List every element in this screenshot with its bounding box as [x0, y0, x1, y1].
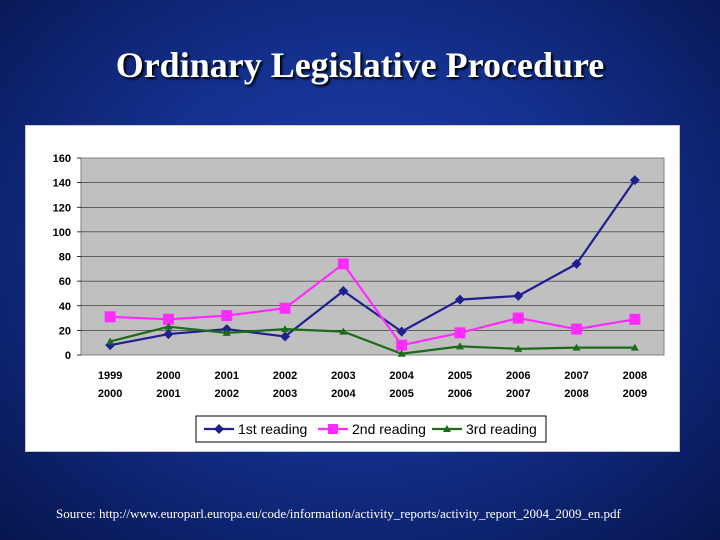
data-point-s0-1 [163, 329, 174, 340]
xtick-label-line2: 2005 [389, 388, 413, 400]
ytick-label-160: 160 [53, 153, 71, 165]
data-point-s1-1 [162, 313, 174, 325]
xtick-label-line2: 2006 [448, 388, 472, 400]
data-point-s0-6 [454, 294, 465, 305]
legend-box [195, 415, 547, 443]
xtick-label-line2: 2007 [506, 388, 530, 400]
data-point-s0-3 [280, 331, 291, 342]
series-line-1 [110, 262, 636, 347]
xtick-label-line2: 2002 [215, 388, 239, 400]
ytick-label-40: 40 [59, 301, 71, 313]
data-point-s2-4 [339, 327, 348, 335]
xtick-label-line2: 2009 [623, 388, 647, 400]
data-point-s0-9 [629, 175, 640, 186]
source-citation: Source: http://www.europarl.europa.eu/co… [56, 506, 621, 521]
ytick-label-0: 0 [65, 350, 71, 362]
ytick-label-120: 120 [53, 202, 71, 214]
xtick-label-3: 2002 2003 [273, 370, 297, 400]
data-point-s1-2 [221, 310, 233, 322]
data-point-s1-4 [337, 258, 349, 270]
data-point-s1-5 [396, 339, 408, 351]
xtick-label-line2: 2003 [273, 388, 297, 400]
xtick-label-line1: 2006 [506, 370, 530, 382]
data-point-s1-3 [279, 302, 291, 314]
data-point-s2-9 [630, 343, 639, 351]
legend-label-1: 2nd reading [352, 421, 426, 437]
slide-title: Ordinary Legislative Procedure [115, 45, 605, 85]
data-point-s0-4 [338, 285, 349, 296]
xtick-label-7: 2006 2007 [506, 370, 530, 400]
ytick-label-140: 140 [53, 178, 71, 190]
xtick-label-line1: 2004 [389, 370, 414, 382]
xtick-label-line2: 2008 [564, 388, 588, 400]
series-line-0 [109, 179, 636, 347]
xtick-label-line1: 2002 [273, 370, 297, 382]
xtick-label-9: 2008 2009 [623, 370, 647, 400]
data-point-s2-6 [455, 342, 464, 350]
data-point-s2-0 [106, 337, 115, 345]
xtick-label-line2: 2000 [98, 388, 122, 400]
data-point-s2-5 [397, 349, 406, 357]
data-point-s1-8 [571, 323, 583, 335]
legend-marker-0 [214, 424, 224, 434]
xtick-label-line1: 2005 [448, 370, 472, 382]
xtick-label-line1: 2003 [331, 370, 355, 382]
xtick-label-8: 2007 2008 [564, 370, 588, 400]
xtick-label-line1: 2000 [156, 370, 180, 382]
xtick-label-2: 2001 2002 [215, 370, 239, 400]
ytick-label-80: 80 [59, 252, 71, 264]
data-point-s2-1 [164, 322, 173, 330]
data-point-s1-9 [629, 313, 641, 325]
ytick-label-100: 100 [53, 227, 71, 239]
xtick-label-line2: 2004 [331, 388, 356, 400]
ytick-label-60: 60 [59, 276, 71, 288]
legend-label-0: 1st reading [238, 421, 307, 437]
chart-panel: 0 20 40 60 80 100 120 140 160 1999 2000 2000 2001 20… [25, 125, 680, 452]
data-point-s2-3 [281, 325, 290, 333]
ytick-label-20: 20 [59, 325, 71, 337]
series-line-2 [109, 325, 635, 355]
legend-marker-1 [328, 424, 338, 434]
xtick-label-5: 2004 2005 [389, 370, 414, 400]
data-point-s2-8 [572, 343, 581, 351]
data-point-s1-6 [454, 327, 466, 339]
xtick-label-line1: 1999 [98, 370, 122, 382]
xtick-label-line1: 2001 [215, 370, 239, 382]
legend-marker-2 [443, 425, 451, 432]
xtick-label-line1: 2007 [564, 370, 588, 382]
data-point-s0-7 [513, 290, 524, 301]
xtick-label-6: 2005 2006 [448, 370, 472, 400]
data-point-s1-0 [104, 311, 116, 323]
data-point-s1-7 [512, 312, 524, 324]
xtick-label-line1: 2008 [623, 370, 647, 382]
data-point-s0-8 [571, 258, 582, 269]
xtick-label-1: 2000 2001 [156, 370, 180, 400]
xtick-label-line2: 2001 [156, 388, 180, 400]
data-point-s2-7 [514, 344, 523, 352]
legend-label-2: 3rd reading [466, 421, 537, 437]
xtick-label-0: 1999 2000 [98, 370, 122, 400]
xtick-label-4: 2003 2004 [331, 370, 356, 400]
data-point-s0-5 [396, 326, 407, 337]
data-point-s2-2 [222, 328, 231, 336]
